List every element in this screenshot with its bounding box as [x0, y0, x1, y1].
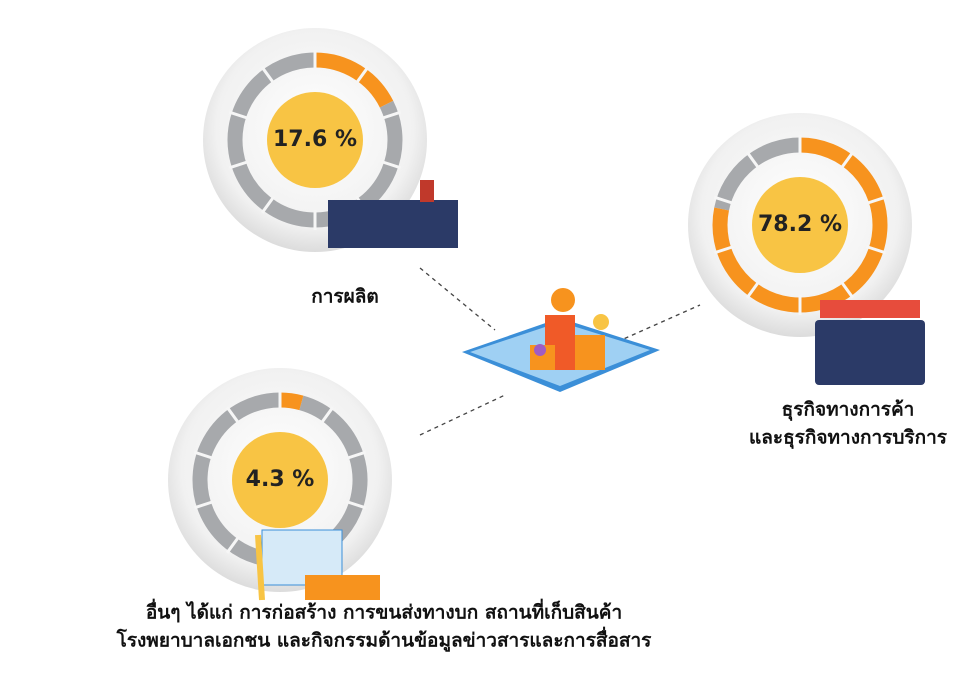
donut-value	[314, 52, 394, 108]
segment-gap	[713, 245, 734, 255]
factory-chimney	[420, 180, 434, 202]
segment-gap	[228, 160, 249, 170]
segment-gap	[193, 450, 214, 460]
segment-gap	[225, 535, 241, 554]
crane-icon	[255, 534, 265, 601]
donut-rest	[714, 137, 801, 211]
value-label: 17.6 %	[273, 127, 357, 152]
category-label: ธุรกิจทางการค้า	[782, 399, 915, 422]
category-label: การผลิต	[311, 286, 379, 308]
donut-center	[232, 432, 328, 528]
segment-gap	[319, 406, 335, 425]
segment-gap	[260, 66, 276, 85]
donut-rest	[227, 52, 403, 228]
value-label: 78.2 %	[758, 212, 842, 237]
segment-gap	[381, 110, 402, 120]
segment-gap	[354, 66, 370, 85]
segment-gap	[839, 280, 855, 299]
segment-gap	[745, 151, 761, 170]
donut-value	[712, 137, 888, 313]
category-label: โรงพยาบาลเอกชน และกิจกรรมด้านข้อมูลข่าวส…	[116, 627, 653, 653]
segment-gap	[228, 110, 249, 120]
donut-value	[279, 392, 304, 411]
category-label: อื่นๆ ได้แก่ การก่อสร้าง การขนส่งทางบก ส…	[146, 599, 622, 624]
factory-icon	[328, 200, 458, 248]
segment-gap	[745, 280, 761, 299]
donut-center	[267, 92, 363, 188]
category-label: และธุรกิจทางการบริการ	[749, 427, 948, 450]
phone-illustration	[462, 288, 660, 392]
segment-gap	[713, 195, 734, 205]
segment-gap	[225, 406, 241, 425]
donut-center	[752, 177, 848, 273]
segment-gap	[346, 500, 367, 510]
connectors	[419, 267, 701, 436]
segment-gap	[193, 500, 214, 510]
segment-gap	[866, 195, 887, 205]
icons	[255, 180, 925, 601]
shop-icon	[815, 320, 925, 385]
value-label: 4.3 %	[246, 467, 315, 492]
segment-gap	[260, 195, 276, 214]
segment-gap	[346, 450, 367, 460]
truck-icon	[305, 575, 380, 600]
segment-gap	[866, 245, 887, 255]
segment-gap	[839, 151, 855, 170]
segment-gap	[381, 160, 402, 170]
shop-awning	[820, 300, 920, 318]
